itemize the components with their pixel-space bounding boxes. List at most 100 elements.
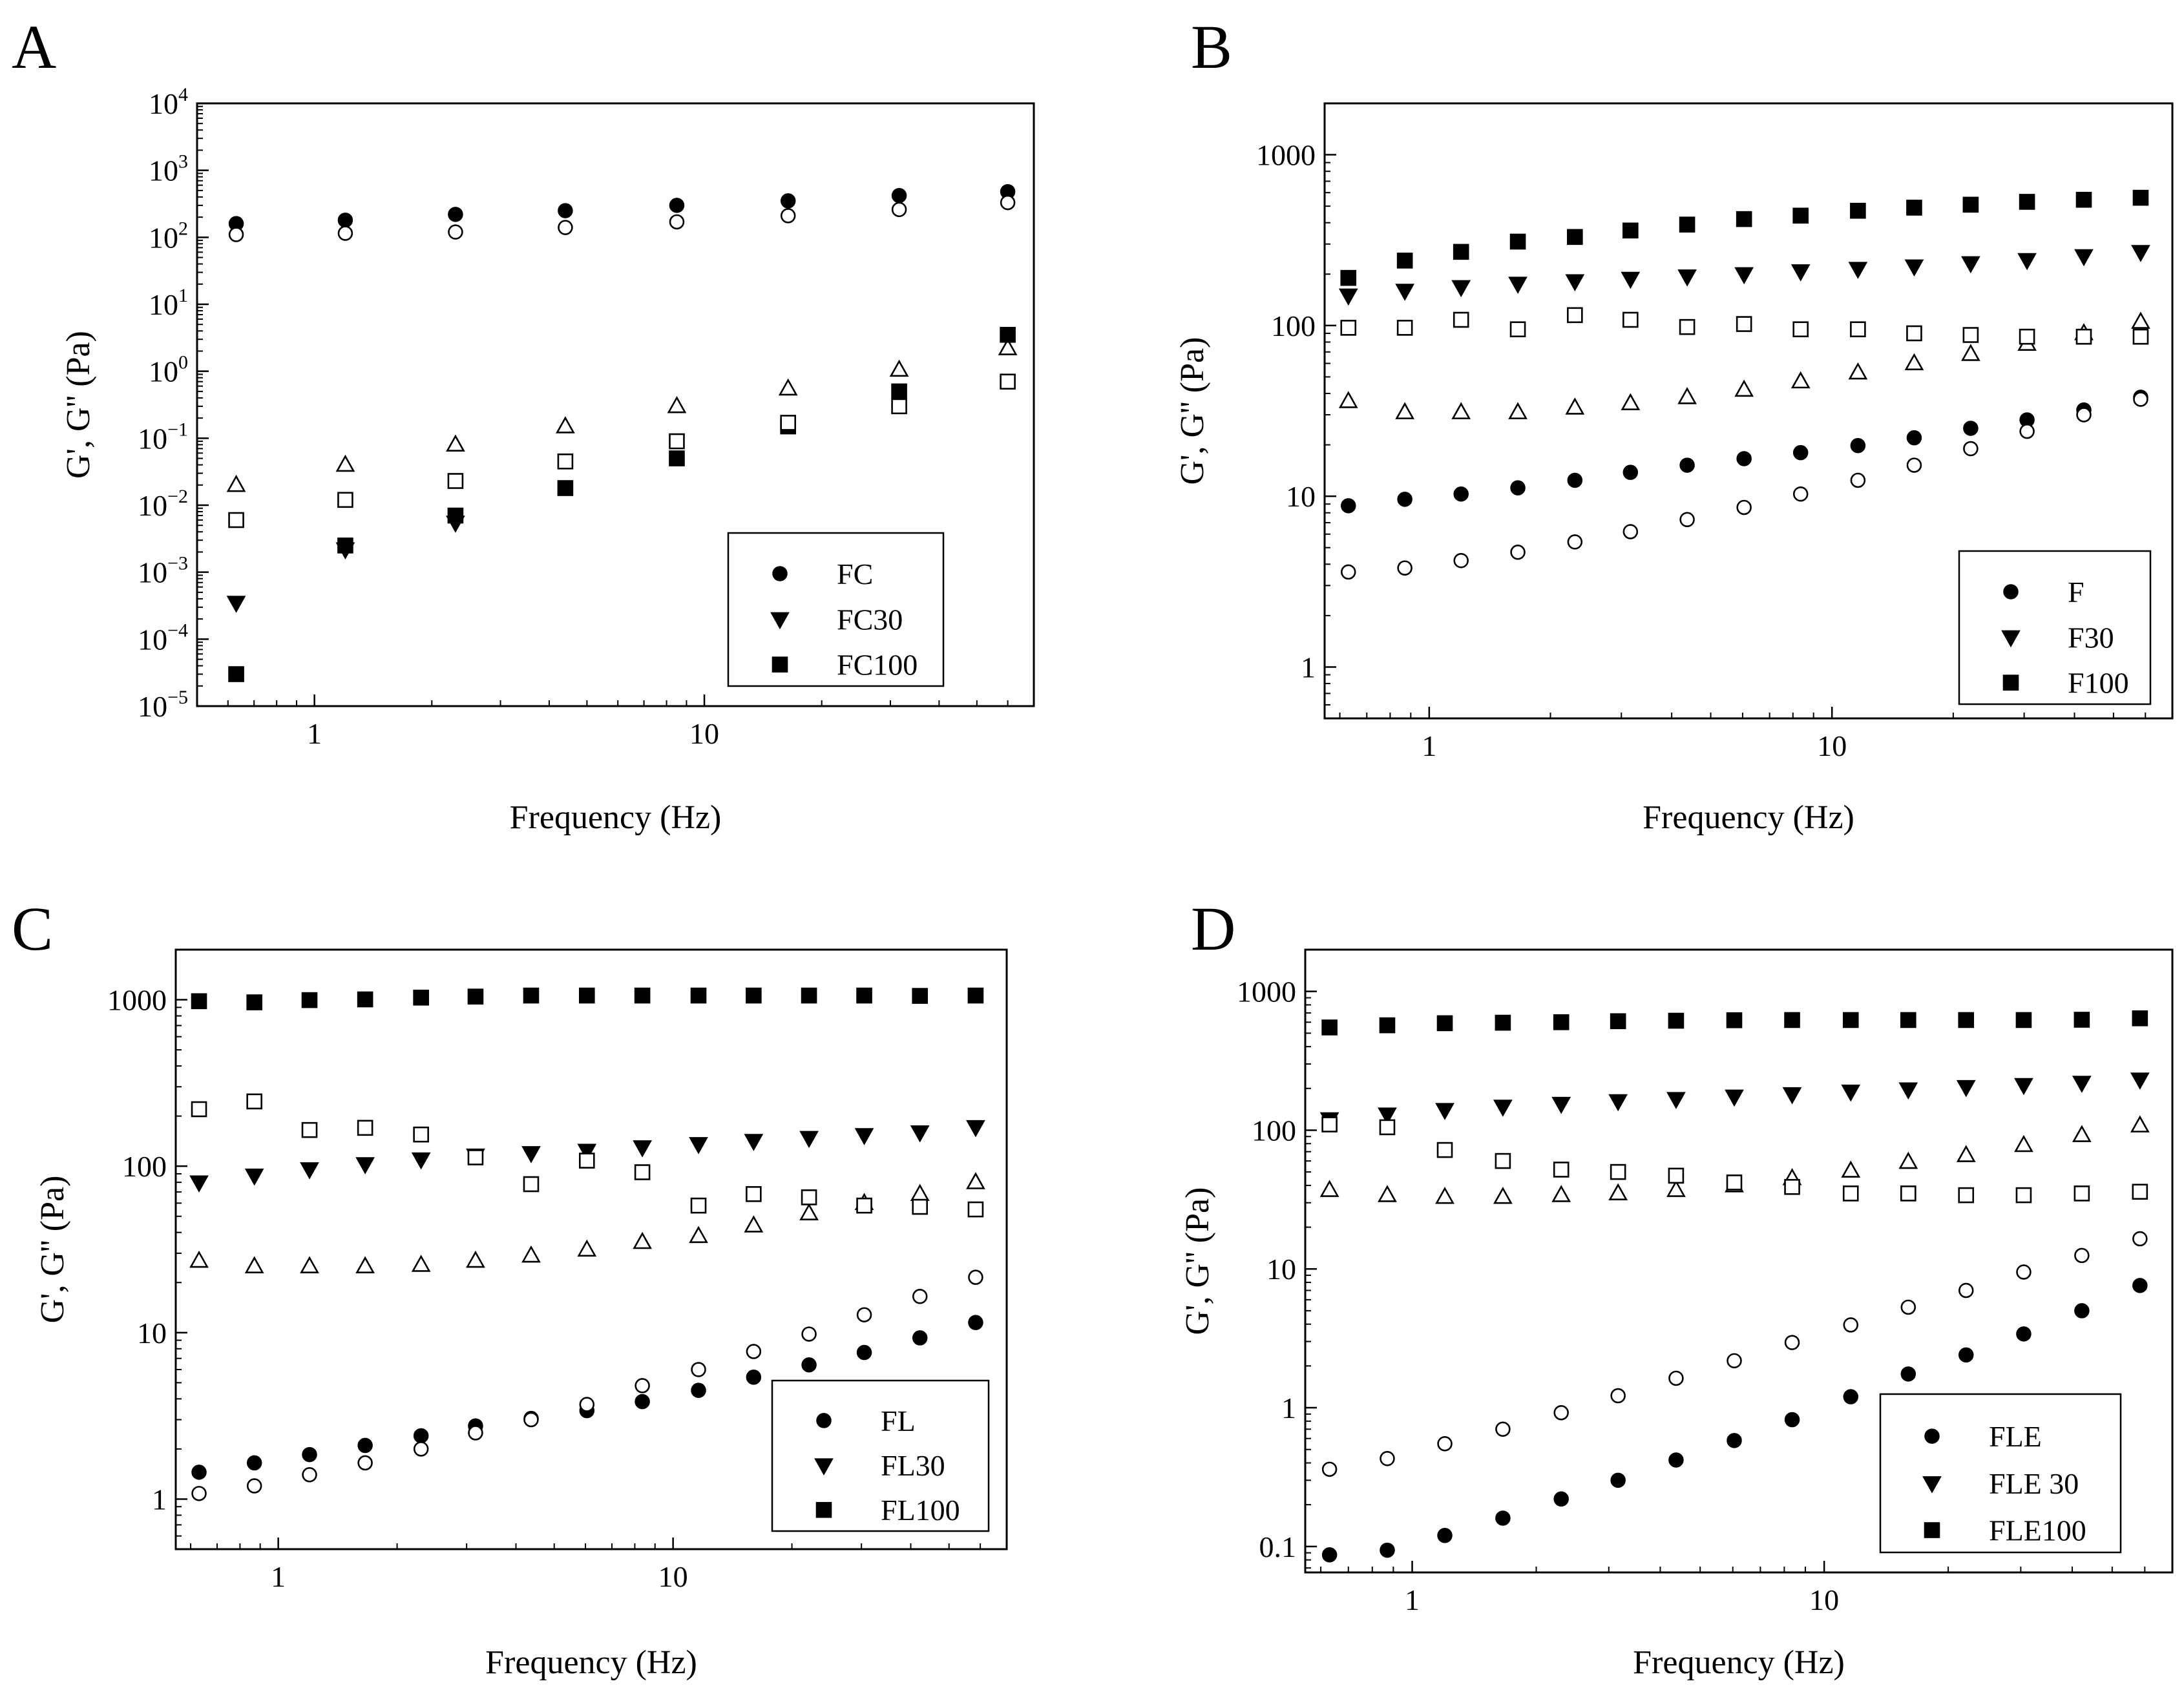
data-point [191, 993, 207, 1010]
data-point [355, 1157, 375, 1174]
data-point [634, 1164, 651, 1180]
data-point [856, 987, 872, 1004]
legend-marker [815, 1501, 832, 1518]
data-point [1668, 1012, 1685, 1029]
data-point [557, 453, 574, 470]
data-point [1608, 1183, 1628, 1201]
data-point [189, 1250, 209, 1268]
data-point [801, 1189, 817, 1205]
legend-marker [816, 1413, 832, 1428]
data-point [448, 224, 463, 240]
data-point [1610, 1472, 1626, 1488]
data-point [244, 1256, 264, 1273]
legend-label: FL [881, 1404, 916, 1437]
x-tick-label: 1 [1422, 729, 1436, 762]
data-point [746, 1186, 762, 1202]
data-point [2075, 191, 2092, 208]
series-a-0 [228, 183, 1016, 231]
data-point [1677, 387, 1697, 404]
data-point [189, 1175, 209, 1193]
data-point [1553, 1405, 1569, 1421]
data-point [1396, 253, 1413, 269]
data-point [669, 433, 685, 450]
data-point [191, 1465, 207, 1480]
data-point [1435, 1103, 1454, 1120]
data-point [801, 1357, 817, 1373]
y-tick-label: 1000 [107, 984, 167, 1017]
data-point [1608, 1094, 1628, 1112]
y-tick-label: 10 [137, 1317, 167, 1350]
x-axis-title-c: Frequency (Hz) [485, 1644, 697, 1681]
plot-frame-d [1304, 948, 2174, 1574]
data-point [633, 1140, 652, 1158]
data-point [1792, 444, 1809, 461]
data-point [998, 338, 1018, 355]
data-point [1898, 1082, 1918, 1100]
data-point [1963, 441, 1979, 457]
data-point [2016, 1264, 2032, 1280]
data-point [1437, 1528, 1453, 1543]
x-axis-title-d: Frequency (Hz) [1633, 1644, 1845, 1681]
legend-box [1958, 550, 2152, 705]
data-point [801, 1326, 817, 1342]
plot-frame-a [196, 102, 1035, 707]
data-point [689, 1226, 708, 1244]
data-point [191, 1486, 207, 1501]
data-point [466, 1250, 485, 1268]
y-tick-label: 1 [1281, 1392, 1296, 1424]
data-point [1622, 222, 1639, 239]
data-point [1338, 391, 1358, 408]
data-point [228, 227, 244, 242]
data-point [1956, 1080, 1976, 1098]
data-point [1726, 1012, 1743, 1028]
data-point [1610, 1163, 1626, 1180]
data-point [1321, 1461, 1338, 1477]
data-point [228, 666, 244, 682]
legend-label: FLE 30 [1989, 1467, 2079, 1500]
y-tick-label: 10−3 [138, 553, 188, 589]
data-point [780, 208, 796, 224]
data-point [447, 473, 464, 489]
data-point [1784, 1012, 1800, 1028]
data-point [1000, 194, 1016, 211]
data-point [689, 1137, 708, 1154]
data-point [448, 207, 463, 222]
data-point [1379, 1119, 1396, 1136]
data-point [1510, 480, 1526, 496]
data-point [1679, 457, 1695, 473]
data-point [357, 1455, 373, 1471]
y-axis-title-a: G', G'' (Pa) [60, 331, 97, 479]
data-point [1551, 1185, 1571, 1202]
data-point [521, 1146, 541, 1163]
data-point [413, 989, 429, 1006]
data-point [1378, 1107, 1397, 1125]
data-point [856, 1307, 872, 1322]
data-point [446, 434, 465, 452]
panel-c: C 1 10 100 1000 1 10 Frequency (Hz) G', G'' (Pa)… [12, 894, 1008, 1681]
data-point [856, 1197, 872, 1214]
data-point [1792, 207, 1809, 224]
data-point [1848, 262, 1868, 279]
data-point [413, 1428, 429, 1444]
data-point [1380, 1451, 1395, 1466]
legend-a: FC FC30 FC100 [727, 532, 945, 687]
data-point [1900, 1299, 1916, 1315]
data-point [558, 203, 573, 218]
y-tick-label: 103 [149, 151, 188, 187]
data-point [1493, 1100, 1513, 1117]
series-c-3 [189, 1172, 985, 1273]
data-point [2072, 1076, 2092, 1093]
data-point [691, 1362, 706, 1377]
data-point [246, 1478, 262, 1494]
x-tick-label: 1 [1405, 1583, 1420, 1616]
data-point [967, 987, 984, 1004]
panel-letter-d: D [1191, 894, 1235, 963]
data-point [2074, 1247, 2090, 1264]
x-tick-label: 10 [1817, 729, 1847, 762]
data-point [1000, 373, 1016, 390]
data-point [523, 987, 540, 1004]
data-point [558, 220, 573, 235]
data-point [1850, 321, 1866, 338]
